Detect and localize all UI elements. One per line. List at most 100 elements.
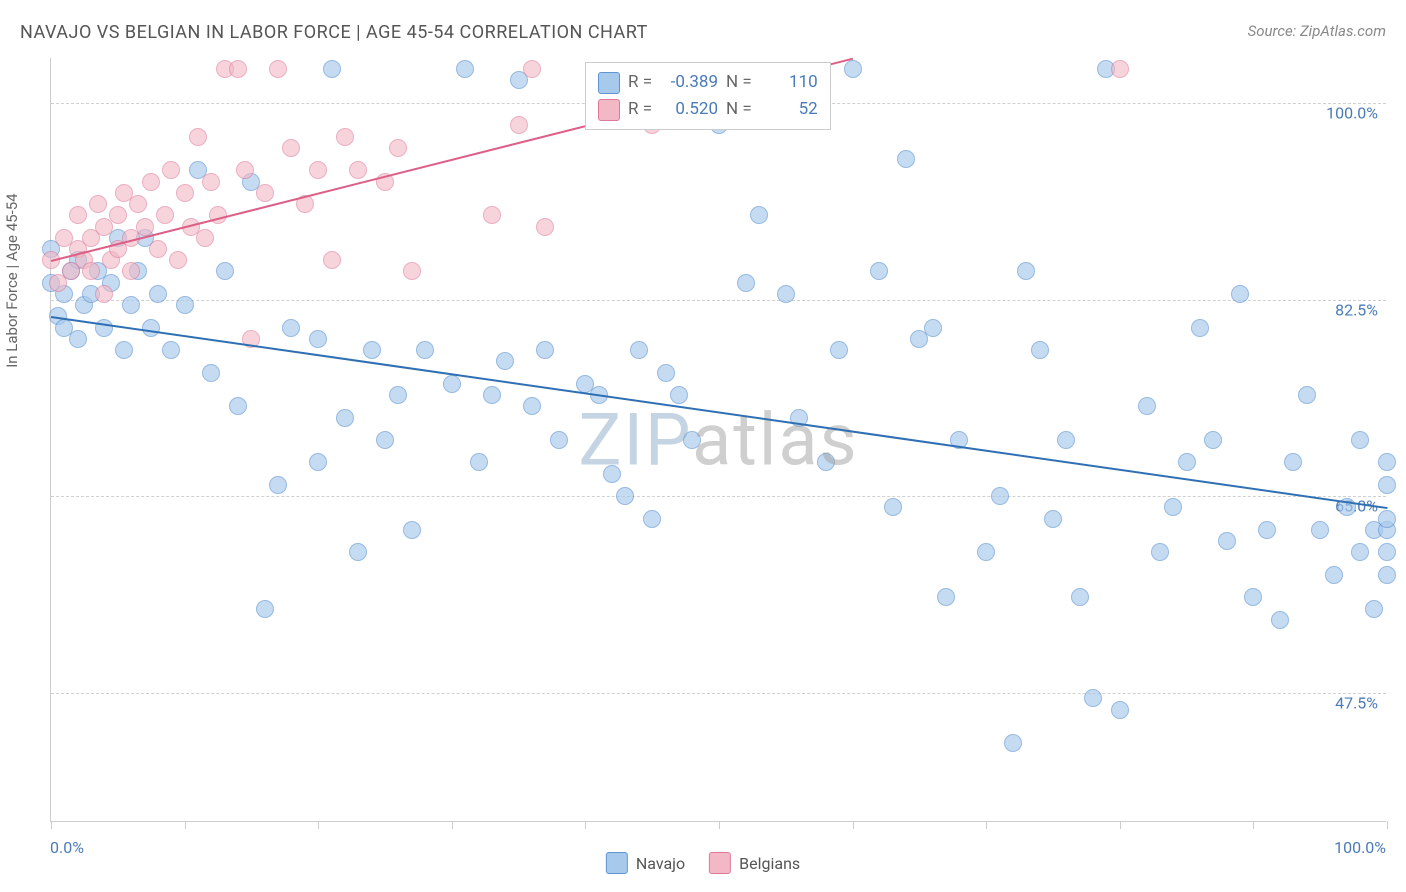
scatter-point[interactable] bbox=[496, 352, 514, 370]
scatter-point[interactable] bbox=[149, 240, 167, 258]
scatter-point[interactable] bbox=[523, 397, 541, 415]
scatter-point[interactable] bbox=[336, 128, 354, 146]
legend-item-navajo[interactable]: Navajo bbox=[606, 852, 685, 874]
scatter-point[interactable] bbox=[1004, 734, 1022, 752]
scatter-point[interactable] bbox=[156, 206, 174, 224]
scatter-point[interactable] bbox=[1311, 521, 1329, 539]
scatter-point[interactable] bbox=[403, 262, 421, 280]
scatter-point[interactable] bbox=[1378, 453, 1396, 471]
scatter-point[interactable] bbox=[937, 588, 955, 606]
scatter-point[interactable] bbox=[389, 139, 407, 157]
scatter-point[interactable] bbox=[1138, 397, 1156, 415]
scatter-point[interactable] bbox=[109, 206, 127, 224]
scatter-point[interactable] bbox=[115, 341, 133, 359]
scatter-point[interactable] bbox=[1284, 453, 1302, 471]
scatter-point[interactable] bbox=[216, 262, 234, 280]
source-attribution[interactable]: Source: ZipAtlas.com bbox=[1248, 22, 1386, 40]
scatter-point[interactable] bbox=[1298, 386, 1316, 404]
scatter-point[interactable] bbox=[897, 150, 915, 168]
scatter-point[interactable] bbox=[830, 341, 848, 359]
scatter-point[interactable] bbox=[69, 206, 87, 224]
scatter-point[interactable] bbox=[229, 397, 247, 415]
scatter-point[interactable] bbox=[1164, 498, 1182, 516]
scatter-point[interactable] bbox=[1071, 588, 1089, 606]
scatter-point[interactable] bbox=[176, 184, 194, 202]
scatter-point[interactable] bbox=[443, 375, 461, 393]
scatter-point[interactable] bbox=[349, 543, 367, 561]
scatter-point[interactable] bbox=[470, 453, 488, 471]
scatter-point[interactable] bbox=[69, 330, 87, 348]
legend-item-belgians[interactable]: Belgians bbox=[709, 852, 800, 874]
scatter-point[interactable] bbox=[1378, 543, 1396, 561]
scatter-point[interactable] bbox=[1017, 262, 1035, 280]
scatter-point[interactable] bbox=[991, 487, 1009, 505]
scatter-point[interactable] bbox=[884, 498, 902, 516]
scatter-point[interactable] bbox=[817, 453, 835, 471]
scatter-point[interactable] bbox=[630, 341, 648, 359]
scatter-point[interactable] bbox=[176, 296, 194, 314]
scatter-point[interactable] bbox=[162, 341, 180, 359]
scatter-point[interactable] bbox=[1365, 600, 1383, 618]
scatter-point[interactable] bbox=[202, 364, 220, 382]
scatter-point[interactable] bbox=[349, 161, 367, 179]
scatter-point[interactable] bbox=[536, 341, 554, 359]
scatter-point[interactable] bbox=[924, 319, 942, 337]
scatter-point[interactable] bbox=[603, 465, 621, 483]
scatter-point[interactable] bbox=[136, 218, 154, 236]
scatter-point[interactable] bbox=[363, 341, 381, 359]
scatter-point[interactable] bbox=[129, 195, 147, 213]
scatter-point[interactable] bbox=[309, 330, 327, 348]
scatter-point[interactable] bbox=[670, 386, 688, 404]
scatter-point[interactable] bbox=[1378, 476, 1396, 494]
scatter-point[interactable] bbox=[309, 161, 327, 179]
scatter-point[interactable] bbox=[1191, 319, 1209, 337]
scatter-point[interactable] bbox=[844, 60, 862, 78]
scatter-point[interactable] bbox=[256, 184, 274, 202]
scatter-point[interactable] bbox=[1218, 532, 1236, 550]
scatter-point[interactable] bbox=[523, 60, 541, 78]
scatter-point[interactable] bbox=[416, 341, 434, 359]
scatter-point[interactable] bbox=[162, 161, 180, 179]
scatter-point[interactable] bbox=[536, 218, 554, 236]
scatter-point[interactable] bbox=[282, 319, 300, 337]
scatter-point[interactable] bbox=[1351, 543, 1369, 561]
scatter-point[interactable] bbox=[977, 543, 995, 561]
scatter-point[interactable] bbox=[1378, 510, 1396, 528]
scatter-point[interactable] bbox=[1178, 453, 1196, 471]
scatter-point[interactable] bbox=[95, 319, 113, 337]
scatter-point[interactable] bbox=[323, 60, 341, 78]
scatter-point[interactable] bbox=[389, 386, 407, 404]
scatter-point[interactable] bbox=[750, 206, 768, 224]
scatter-point[interactable] bbox=[1031, 341, 1049, 359]
scatter-point[interactable] bbox=[202, 173, 220, 191]
scatter-point[interactable] bbox=[149, 285, 167, 303]
scatter-point[interactable] bbox=[269, 60, 287, 78]
scatter-point[interactable] bbox=[142, 319, 160, 337]
scatter-point[interactable] bbox=[1057, 431, 1075, 449]
scatter-point[interactable] bbox=[737, 274, 755, 292]
scatter-point[interactable] bbox=[236, 161, 254, 179]
scatter-point[interactable] bbox=[189, 128, 207, 146]
scatter-point[interactable] bbox=[1044, 510, 1062, 528]
scatter-point[interactable] bbox=[1378, 566, 1396, 584]
scatter-point[interactable] bbox=[1258, 521, 1276, 539]
scatter-point[interactable] bbox=[456, 60, 474, 78]
scatter-point[interactable] bbox=[643, 510, 661, 528]
scatter-point[interactable] bbox=[550, 431, 568, 449]
scatter-point[interactable] bbox=[1204, 431, 1222, 449]
scatter-point[interactable] bbox=[1231, 285, 1249, 303]
scatter-point[interactable] bbox=[142, 173, 160, 191]
scatter-point[interactable] bbox=[122, 262, 140, 280]
scatter-point[interactable] bbox=[403, 521, 421, 539]
scatter-point[interactable] bbox=[483, 206, 501, 224]
scatter-point[interactable] bbox=[82, 262, 100, 280]
scatter-point[interactable] bbox=[336, 409, 354, 427]
scatter-point[interactable] bbox=[122, 296, 140, 314]
scatter-point[interactable] bbox=[1151, 543, 1169, 561]
scatter-point[interactable] bbox=[616, 487, 634, 505]
scatter-point[interactable] bbox=[229, 60, 247, 78]
scatter-point[interactable] bbox=[323, 251, 341, 269]
scatter-point[interactable] bbox=[483, 386, 501, 404]
scatter-point[interactable] bbox=[510, 116, 528, 134]
scatter-point[interactable] bbox=[1271, 611, 1289, 629]
